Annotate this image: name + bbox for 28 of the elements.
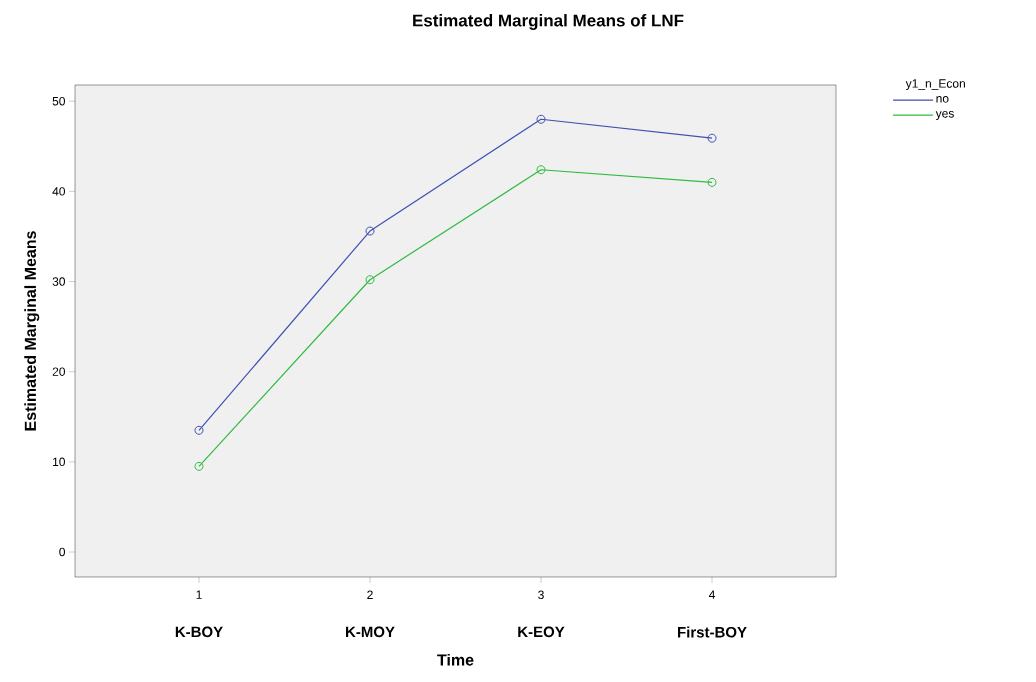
text: K-EOY xyxy=(518,626,565,638)
legend-title: y1_n_Econ xyxy=(905,79,965,91)
x-tick-label: 4 xyxy=(708,590,716,599)
x-axis-title: Time xyxy=(437,653,474,666)
legend-label: no xyxy=(936,96,949,103)
text: First-BOY xyxy=(678,626,747,638)
x-tick-label: 3 xyxy=(538,590,544,600)
y-axis-title: Estimated Marginal Means xyxy=(24,231,40,431)
y-tick-label: 0 xyxy=(59,547,66,557)
x-tick-label: 2 xyxy=(367,590,373,599)
point xyxy=(536,114,546,124)
point xyxy=(707,133,717,143)
y-tick-label: 50 xyxy=(52,96,66,106)
text: K-MOY xyxy=(346,626,395,638)
legend-label: yes xyxy=(935,111,954,121)
point xyxy=(365,275,375,285)
point xyxy=(707,177,717,187)
point xyxy=(194,461,204,471)
y-tick-label: 40 xyxy=(52,187,66,196)
chart-title: Estimated Marginal Means of LNF xyxy=(413,14,684,30)
y-tick-label: 10 xyxy=(53,457,66,467)
point xyxy=(194,425,204,435)
point xyxy=(365,226,375,236)
point xyxy=(536,165,546,175)
y-tick-label: 30 xyxy=(52,277,66,286)
y-tick-label: 20 xyxy=(52,367,66,376)
x-tick-label: 1 xyxy=(196,590,202,599)
text: K-BOY xyxy=(175,626,223,638)
